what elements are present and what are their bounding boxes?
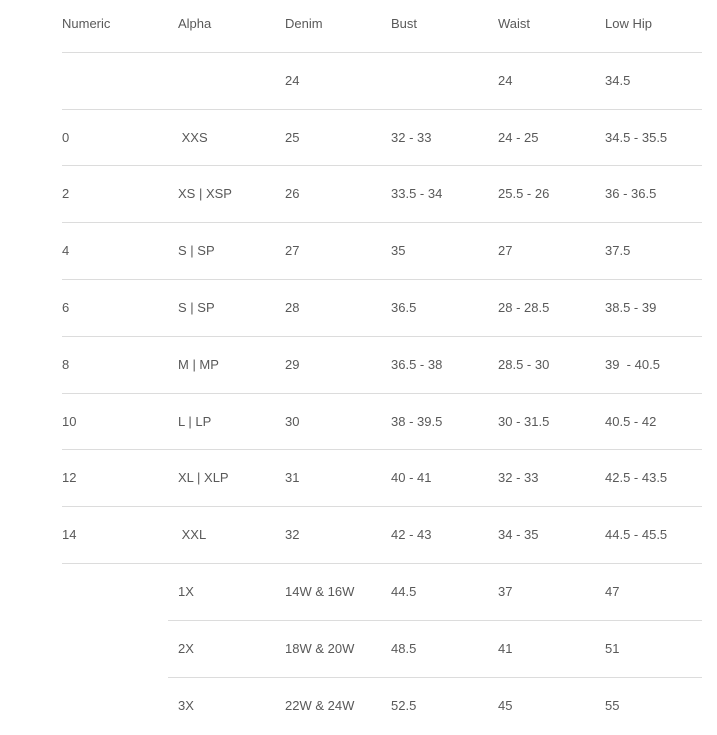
cell-numeric: 14 — [62, 527, 77, 542]
cell-bust: 32 - 33 — [391, 130, 432, 145]
cell-denim: 18W & 20W — [285, 641, 355, 656]
cell-waist: 34 - 35 — [498, 527, 539, 542]
table-row: 8 M | MP 29 36.5 - 38 28.5 - 30 39 - 40.5 — [62, 336, 702, 394]
cell-waist: 27 — [498, 243, 513, 258]
cell-bust: 38 - 39.5 — [391, 414, 443, 429]
cell-alpha: S | SP — [178, 243, 215, 258]
cell-low-hip: 39 - 40.5 — [605, 357, 660, 372]
cell-bust: 33.5 - 34 — [391, 186, 443, 201]
cell-denim: 25 — [285, 130, 300, 145]
cell-denim: 14W & 16W — [285, 584, 355, 599]
table-row: 1X 14W & 16W 44.5 37 47 — [62, 563, 702, 621]
cell-denim: 28 — [285, 300, 300, 315]
cell-numeric: 6 — [62, 300, 70, 315]
cell-low-hip: 44.5 - 45.5 — [605, 527, 668, 542]
cell-waist: 25.5 - 26 — [498, 186, 550, 201]
header-waist: Waist — [498, 16, 531, 31]
cell-bust: 36.5 — [391, 300, 417, 315]
cell-numeric: 2 — [62, 186, 70, 201]
cell-alpha: 1X — [178, 584, 194, 599]
cell-low-hip: 55 — [605, 698, 620, 713]
cell-low-hip: 40.5 - 42 — [605, 414, 657, 429]
cell-bust: 35 — [391, 243, 406, 258]
cell-denim: 24 — [285, 73, 300, 88]
cell-denim: 32 — [285, 527, 300, 542]
cell-low-hip: 34.5 — [605, 73, 631, 88]
cell-numeric: 8 — [62, 357, 70, 372]
cell-low-hip: 38.5 - 39 — [605, 300, 657, 315]
cell-bust: 42 - 43 — [391, 527, 432, 542]
cell-alpha: XS | XSP — [178, 186, 232, 201]
cell-denim: 31 — [285, 470, 300, 485]
cell-waist: 37 — [498, 584, 513, 599]
header-alpha: Alpha — [178, 16, 212, 31]
cell-bust: 40 - 41 — [391, 470, 432, 485]
header-denim: Denim — [285, 16, 323, 31]
cell-numeric: 12 — [62, 470, 77, 485]
cell-low-hip: 34.5 - 35.5 — [605, 130, 668, 145]
cell-low-hip: 47 — [605, 584, 620, 599]
header-low-hip: Low Hip — [605, 16, 652, 31]
cell-numeric: 4 — [62, 243, 70, 258]
cell-denim: 27 — [285, 243, 300, 258]
cell-alpha: S | SP — [178, 300, 215, 315]
table-row: 4 S | SP 27 35 27 37.5 — [62, 222, 702, 280]
cell-waist: 24 — [498, 73, 513, 88]
table-row: 2 XS | XSP 26 33.5 - 34 25.5 - 26 36 - 36.5 — [62, 165, 702, 223]
table-row: 6 S | SP 28 36.5 28 - 28.5 38.5 - 39 — [62, 279, 702, 337]
table-row: 0 XXS 25 32 - 33 24 - 25 34.5 - 35.5 — [62, 109, 702, 167]
cell-alpha: XXL — [178, 527, 207, 542]
header-numeric: Numeric — [62, 16, 111, 31]
cell-bust: 48.5 — [391, 641, 417, 656]
cell-alpha: M | MP — [178, 357, 219, 372]
table-row: 14 XXL 32 42 - 43 34 - 35 44.5 - 45.5 — [62, 506, 702, 564]
cell-bust: 44.5 — [391, 584, 417, 599]
cell-alpha: XL | XLP — [178, 470, 229, 485]
cell-low-hip: 37.5 — [605, 243, 631, 258]
cell-low-hip: 51 — [605, 641, 620, 656]
table-row: 10 L | LP 30 38 - 39.5 30 - 31.5 40.5 - 42 — [62, 393, 702, 451]
cell-waist: 28.5 - 30 — [498, 357, 550, 372]
cell-denim: 30 — [285, 414, 300, 429]
cell-low-hip: 42.5 - 43.5 — [605, 470, 668, 485]
cell-denim: 22W & 24W — [285, 698, 355, 713]
cell-alpha: 3X — [178, 698, 194, 713]
cell-waist: 28 - 28.5 — [498, 300, 550, 315]
table-row: 12 XL | XLP 31 40 - 41 32 - 33 42.5 - 43.5 — [62, 449, 702, 507]
cell-denim: 26 — [285, 186, 300, 201]
cell-waist: 24 - 25 — [498, 130, 539, 145]
cell-bust: 36.5 - 38 — [391, 357, 443, 372]
cell-denim: 29 — [285, 357, 300, 372]
header-bust: Bust — [391, 16, 418, 31]
table-row: 3X 22W & 24W 52.5 45 55 — [168, 677, 702, 735]
cell-alpha: L | LP — [178, 414, 212, 429]
cell-numeric: 10 — [62, 414, 77, 429]
cell-low-hip: 36 - 36.5 — [605, 186, 657, 201]
header-row: Numeric Alpha Denim Bust Waist Low Hip — [62, 0, 702, 57]
table-row: 2X 18W & 20W 48.5 41 51 — [168, 620, 702, 678]
table-row: 24 24 34.5 — [62, 52, 702, 110]
cell-waist: 45 — [498, 698, 513, 713]
cell-alpha: 2X — [178, 641, 194, 656]
cell-alpha: XXS — [178, 130, 208, 145]
cell-waist: 32 - 33 — [498, 470, 539, 485]
cell-waist: 30 - 31.5 — [498, 414, 550, 429]
cell-bust: 52.5 — [391, 698, 417, 713]
cell-numeric: 0 — [62, 130, 70, 145]
cell-waist: 41 — [498, 641, 513, 656]
